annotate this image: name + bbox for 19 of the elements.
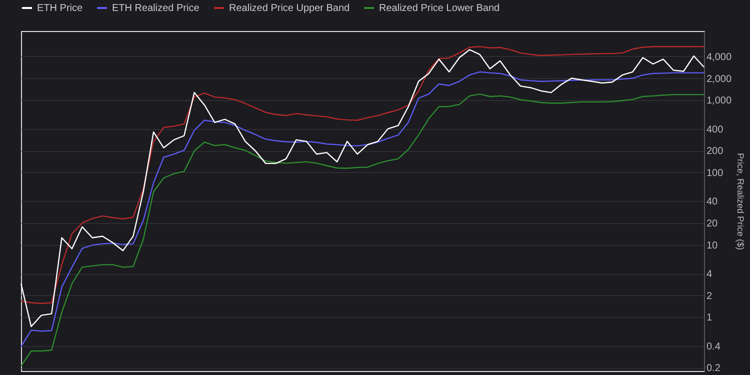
legend-label: ETH Realized Price	[112, 3, 200, 14]
y-tick-label: 40	[706, 196, 718, 208]
legend-label: ETH Price	[37, 3, 83, 14]
y-tick-label: 10	[706, 240, 718, 252]
y-tick-label: 0.2	[706, 363, 721, 374]
y-tick-label: 20	[706, 218, 718, 230]
y-tick-label: 1	[706, 312, 712, 324]
y-tick-label: 200	[706, 146, 724, 158]
legend-label: Realized Price Lower Band	[379, 3, 500, 14]
y-tick-label: 100	[706, 168, 724, 179]
y-tick-label: 4	[706, 269, 712, 280]
y-tick-label: 2	[706, 290, 712, 302]
legend-label: Realized Price Upper Band	[229, 3, 350, 14]
y-tick-label: 2,000	[706, 74, 732, 85]
y-tick-label: 400	[706, 124, 724, 136]
y-tick-label: 4,000	[706, 52, 732, 63]
y-tick-label: 0.4	[706, 341, 721, 352]
y-axis-title: Price, Realized Price ($)	[736, 152, 746, 250]
y-tick-label: 1,000	[706, 96, 732, 107]
